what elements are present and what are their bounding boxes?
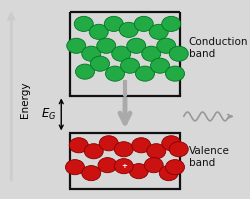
Circle shape	[90, 56, 110, 71]
Circle shape	[162, 136, 181, 151]
Circle shape	[136, 66, 154, 81]
Circle shape	[149, 24, 168, 39]
Bar	[70, 133, 180, 189]
Circle shape	[120, 58, 140, 73]
Circle shape	[119, 22, 138, 37]
Circle shape	[169, 142, 188, 157]
Circle shape	[97, 38, 116, 53]
Circle shape	[84, 144, 103, 159]
Circle shape	[66, 160, 84, 175]
Circle shape	[112, 46, 131, 61]
Circle shape	[134, 16, 153, 31]
Circle shape	[157, 38, 176, 53]
Circle shape	[132, 138, 151, 153]
Circle shape	[166, 160, 184, 175]
Circle shape	[106, 66, 124, 81]
Circle shape	[162, 16, 181, 31]
Text: Energy: Energy	[20, 81, 30, 118]
Text: $E_G$: $E_G$	[41, 107, 56, 122]
Circle shape	[114, 159, 133, 174]
Circle shape	[129, 164, 148, 179]
Circle shape	[98, 158, 117, 173]
Circle shape	[74, 16, 93, 31]
Circle shape	[89, 24, 108, 39]
Circle shape	[82, 46, 101, 61]
Circle shape	[76, 64, 94, 79]
Circle shape	[114, 142, 133, 157]
Circle shape	[67, 38, 86, 53]
Circle shape	[82, 166, 101, 181]
Circle shape	[166, 66, 184, 81]
Text: +: +	[121, 163, 127, 169]
Circle shape	[69, 138, 88, 153]
Circle shape	[150, 58, 170, 73]
Circle shape	[159, 166, 178, 181]
Circle shape	[147, 144, 166, 159]
Circle shape	[127, 38, 146, 53]
Circle shape	[142, 46, 161, 61]
Text: Valence
band: Valence band	[189, 146, 230, 168]
Circle shape	[99, 136, 118, 151]
Circle shape	[104, 16, 123, 31]
Circle shape	[169, 46, 188, 61]
Circle shape	[144, 158, 163, 173]
Text: Conduction
band: Conduction band	[189, 37, 248, 59]
